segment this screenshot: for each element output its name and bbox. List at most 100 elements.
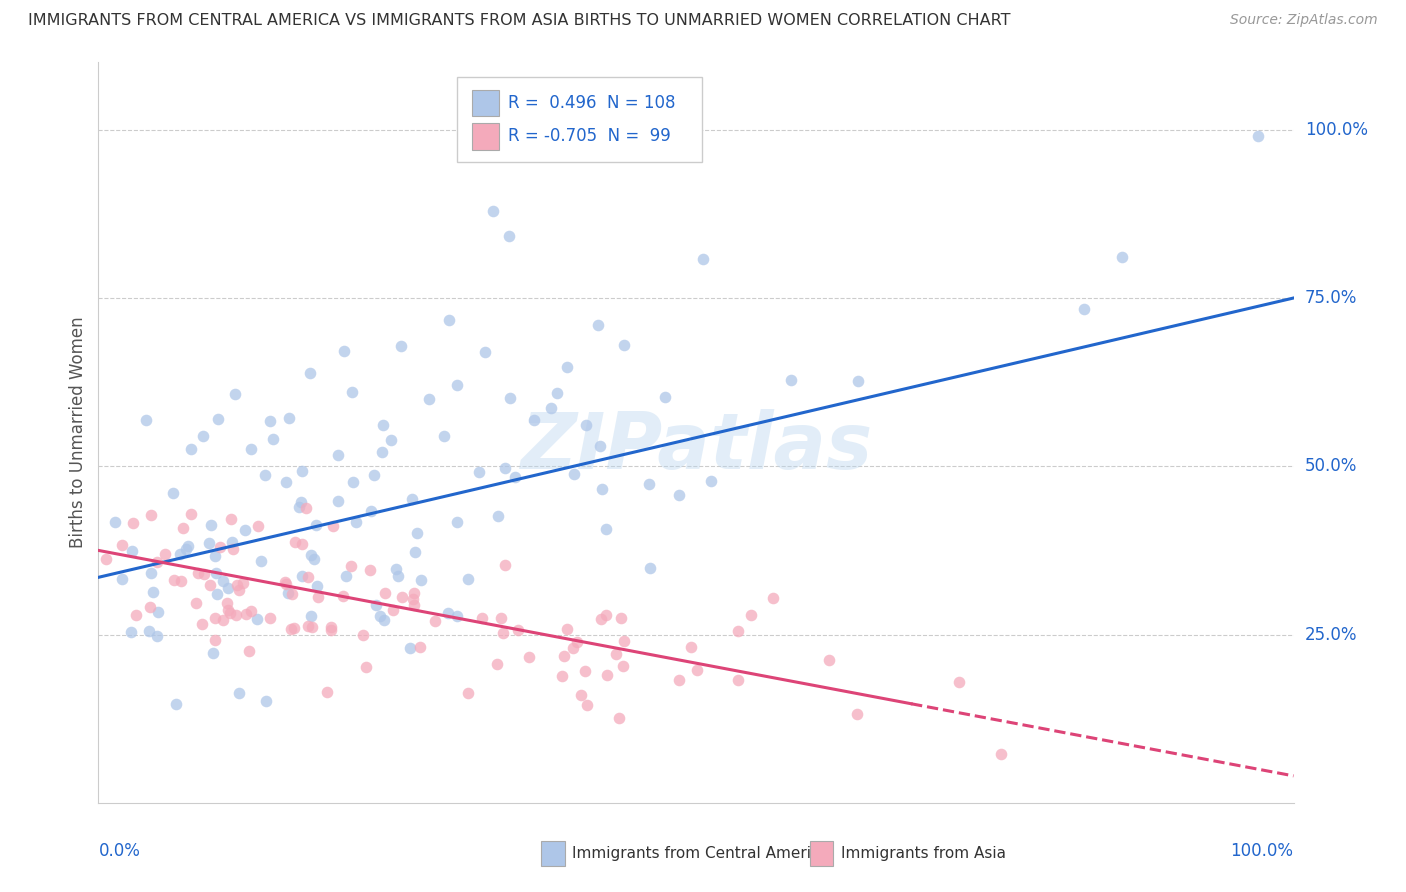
Point (668, 488, 690, 502)
Point (333, 344, 356, 359)
Point (111, 537, 134, 551)
Point (228, 582, 250, 597)
Point (508, 623, 530, 637)
Text: R =  0.496  N = 108: R = 0.496 N = 108 (509, 95, 676, 112)
Point (291, 537, 314, 551)
Point (612, 658, 634, 673)
Point (727, 673, 749, 687)
Point (174, 542, 197, 557)
Point (607, 711, 630, 725)
Point (727, 624, 749, 638)
Point (299, 548, 322, 562)
Point (613, 634, 636, 648)
Point (94, 552, 117, 566)
Point (274, 575, 297, 590)
Point (494, 461, 516, 475)
Point (363, 468, 385, 483)
Point (404, 545, 426, 559)
Point (686, 663, 709, 677)
Point (569, 688, 592, 702)
Point (342, 475, 364, 490)
Point (446, 608, 468, 623)
Point (235, 607, 257, 621)
Point (139, 599, 162, 614)
Point (562, 467, 585, 482)
Point (468, 465, 491, 479)
Point (418, 392, 440, 406)
Point (120, 624, 142, 639)
Point (457, 685, 479, 699)
Point (121, 544, 143, 558)
Bar (810, 841, 834, 866)
Point (406, 526, 429, 541)
Point (193, 566, 215, 581)
Point (138, 624, 160, 639)
Point (780, 373, 803, 387)
Point (276, 475, 298, 490)
Point (371, 445, 394, 459)
Point (201, 646, 224, 660)
Point (232, 575, 254, 590)
Point (574, 664, 596, 678)
Point (340, 559, 363, 574)
Point (217, 603, 239, 617)
Point (486, 509, 509, 524)
Point (297, 570, 319, 584)
Point (212, 574, 235, 589)
Point (555, 622, 578, 636)
Point (146, 555, 169, 569)
Point (295, 500, 318, 515)
Point (498, 229, 520, 244)
Text: Immigrants from Central America: Immigrants from Central America (572, 847, 828, 862)
Point (990, 747, 1012, 761)
Point (389, 338, 412, 352)
Point (221, 542, 243, 557)
Point (346, 515, 368, 529)
Point (596, 668, 619, 682)
Point (305, 579, 328, 593)
Point (205, 566, 228, 580)
Point (401, 492, 423, 507)
Point (238, 644, 260, 658)
Point (668, 673, 690, 687)
Point (321, 624, 343, 638)
Point (589, 612, 612, 626)
Point (637, 476, 659, 491)
Point (437, 607, 460, 621)
Point (551, 669, 574, 683)
Point (613, 338, 636, 352)
Point (204, 632, 226, 647)
Point (254, 694, 277, 708)
Point (359, 563, 381, 577)
Point (332, 590, 354, 604)
Point (948, 674, 970, 689)
Point (205, 587, 228, 601)
Point (224, 386, 246, 401)
Point (209, 540, 232, 554)
Point (111, 573, 134, 587)
Point (141, 566, 163, 581)
Point (239, 442, 262, 456)
Point (162, 574, 184, 588)
Point (404, 598, 426, 612)
Point (291, 569, 314, 583)
Point (169, 547, 191, 561)
Point (575, 417, 598, 432)
Point (391, 590, 413, 604)
Point (489, 611, 512, 625)
Point (297, 618, 319, 632)
Point (494, 558, 516, 572)
Point (340, 384, 363, 399)
Point (200, 517, 222, 532)
Point (277, 410, 299, 425)
Point (246, 612, 269, 626)
Point (187, 566, 209, 580)
Point (217, 581, 239, 595)
Point (374, 585, 396, 599)
Point (299, 609, 322, 624)
Point (305, 518, 328, 533)
Point (1073, 301, 1095, 316)
Text: R = -0.705  N =  99: R = -0.705 N = 99 (509, 128, 671, 145)
Point (591, 482, 613, 496)
Point (155, 548, 177, 562)
